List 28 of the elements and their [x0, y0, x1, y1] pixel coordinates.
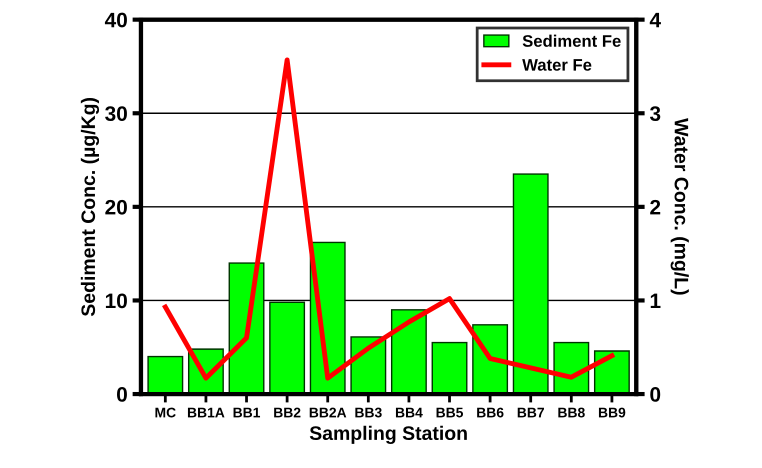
- x-tick-label: BB3: [355, 408, 382, 418]
- x-tick-label: BB6: [477, 408, 504, 418]
- y-tick-label: 10: [106, 293, 127, 308]
- legend-label: Sediment Fe: [522, 34, 621, 47]
- y2-tick-label: 4: [650, 12, 661, 28]
- x-tick-label: BB1: [234, 408, 260, 418]
- y2-tick-label: 2: [650, 200, 660, 214]
- line-series: [162, 57, 614, 381]
- x-tick-label: BB7: [518, 408, 544, 418]
- y-tick-label: 20: [105, 200, 127, 215]
- x-tick-label: BB2A: [310, 408, 346, 418]
- y2-tick-label: 0: [650, 387, 660, 402]
- y-tick-label: 0: [117, 387, 127, 402]
- x-tick-label: BB5: [436, 408, 464, 418]
- y2-tick-label: 1: [650, 294, 660, 308]
- x-tick-label: BB9: [598, 408, 626, 418]
- x-tick-label: BB8: [558, 408, 585, 418]
- y-tick-label: 40: [104, 12, 127, 28]
- y-tick-label: 30: [105, 106, 127, 122]
- y2-tick-label: 3: [650, 106, 660, 122]
- x-tick-label: BB2: [274, 408, 300, 418]
- x-tick-label: BB4: [396, 408, 423, 418]
- x-tick-label: MC: [155, 408, 176, 418]
- x-axis-title: Sampling Station: [310, 426, 467, 444]
- legend-label: Water Fe: [522, 59, 592, 71]
- y-axis-title: Sediment Conc. (µg/Kg): [80, 98, 100, 316]
- y2-axis-title: Water Conc. (mg/L): [670, 118, 689, 295]
- x-tick-label: BB1A: [188, 408, 224, 418]
